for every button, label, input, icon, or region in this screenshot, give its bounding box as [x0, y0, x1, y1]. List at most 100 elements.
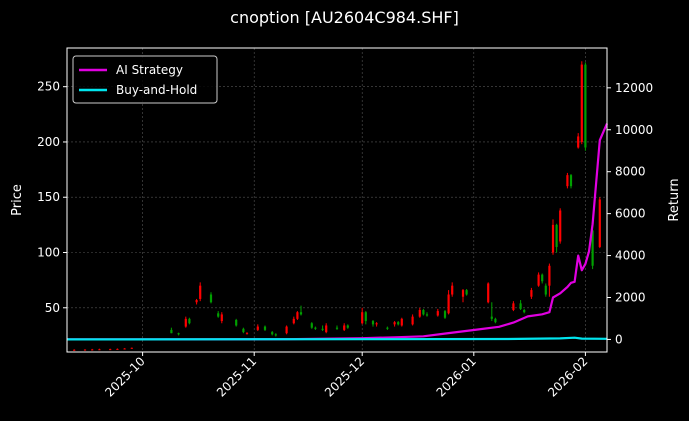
- y-axis-label-right: Return: [667, 178, 682, 221]
- candle-body: [364, 312, 367, 322]
- candle-body: [461, 290, 465, 297]
- candle-body: [98, 349, 101, 351]
- candle-body: [487, 283, 490, 303]
- y-tick-label-left: 50: [45, 301, 60, 315]
- candle-body: [537, 274, 540, 286]
- candle-body: [209, 294, 213, 303]
- y-axis-label-left: Price: [10, 184, 25, 216]
- candle-body: [109, 349, 112, 351]
- candle-body: [541, 274, 544, 282]
- candle-body: [256, 326, 259, 330]
- candle-body: [296, 312, 299, 319]
- candle-body: [292, 318, 295, 324]
- candle-body: [451, 285, 454, 295]
- candle-body: [195, 300, 198, 303]
- candle-body: [220, 314, 223, 322]
- candle-body: [422, 309, 425, 315]
- y-tick-label-right: 2000: [615, 290, 646, 304]
- candle-body: [371, 321, 375, 325]
- series-line-ai-strategy: [67, 123, 609, 341]
- y-tick-label-left: 100: [37, 246, 60, 260]
- candle-body: [569, 175, 573, 187]
- candle-body: [271, 332, 274, 335]
- candle-body: [598, 199, 601, 247]
- candle-body: [530, 290, 533, 297]
- series-line-buy-and-hold: [66, 336, 608, 341]
- x-tick-label: 2025-11: [214, 354, 259, 399]
- candle-body: [577, 136, 580, 148]
- candle-body: [285, 326, 288, 334]
- candle-body: [443, 311, 447, 318]
- candle-body: [393, 322, 396, 325]
- candle-body: [310, 323, 313, 328]
- candle-body: [512, 303, 515, 310]
- candle-body: [551, 224, 555, 253]
- y-tick-label-left: 200: [37, 135, 60, 149]
- candle-body: [559, 210, 562, 242]
- candle-body: [217, 313, 220, 317]
- candle-body: [548, 265, 551, 286]
- candle-body: [436, 311, 439, 316]
- candle-body: [73, 349, 76, 351]
- candle-body: [199, 285, 202, 299]
- y-tick-label-right: 4000: [615, 249, 646, 263]
- legend-label: Buy-and-Hold: [116, 83, 197, 97]
- candle-body: [386, 327, 389, 329]
- candle-body: [299, 312, 303, 315]
- x-tick-label: 2026-02: [545, 354, 590, 399]
- candle-body: [346, 325, 349, 328]
- candle-body: [591, 230, 594, 266]
- candle-body: [465, 290, 468, 295]
- plot-frame: [66, 47, 608, 353]
- candle-body: [584, 64, 587, 148]
- candle-body: [418, 309, 421, 317]
- candle-body: [343, 325, 346, 330]
- legend-label: AI Strategy: [116, 63, 183, 77]
- candle-body: [188, 318, 191, 324]
- candle-body: [494, 318, 497, 323]
- y-tick-label-right: 0: [615, 332, 623, 346]
- candle-body: [544, 285, 547, 295]
- y-tick-label-left: 150: [37, 190, 60, 204]
- candle-body: [361, 312, 364, 324]
- x-tick-label: 2025-12: [322, 354, 367, 399]
- x-tick-label: 2026-01: [434, 354, 479, 399]
- candle-body: [400, 318, 403, 326]
- chart-title: cnoption [AU2604C984.SHF]: [230, 8, 459, 27]
- y-tick-label-right: 8000: [615, 165, 646, 179]
- candle-body: [83, 349, 87, 351]
- candle-body: [170, 329, 173, 334]
- candle-body: [91, 349, 94, 351]
- candle-body: [375, 323, 378, 325]
- y-tick-label-left: 250: [37, 80, 60, 94]
- candle-body: [519, 303, 522, 309]
- candle-body: [580, 64, 583, 142]
- candle-body: [116, 348, 119, 350]
- y-tick-label-right: 10000: [615, 123, 653, 137]
- candle-body: [555, 224, 558, 247]
- candle-body: [242, 328, 245, 333]
- candle-body: [130, 347, 133, 349]
- candle-body: [490, 316, 493, 319]
- candle-body: [335, 327, 339, 329]
- candle-body: [325, 325, 328, 333]
- candle-body: [397, 322, 400, 325]
- legend-box: [72, 55, 218, 104]
- candle-body: [314, 327, 317, 329]
- candle-body: [321, 328, 324, 330]
- candle-body: [274, 334, 277, 336]
- candle-body: [523, 309, 526, 313]
- candle-body: [411, 316, 414, 325]
- candle-body: [184, 318, 187, 327]
- candle-body: [123, 348, 126, 350]
- candle-body: [177, 333, 180, 335]
- candle-body: [263, 326, 267, 330]
- candle-body: [425, 314, 429, 316]
- y-tick-label-right: 6000: [615, 207, 646, 221]
- x-tick-label: 2025-10: [102, 354, 147, 399]
- candle-body: [566, 175, 569, 187]
- candle-body: [245, 333, 249, 335]
- candle-body: [447, 294, 450, 314]
